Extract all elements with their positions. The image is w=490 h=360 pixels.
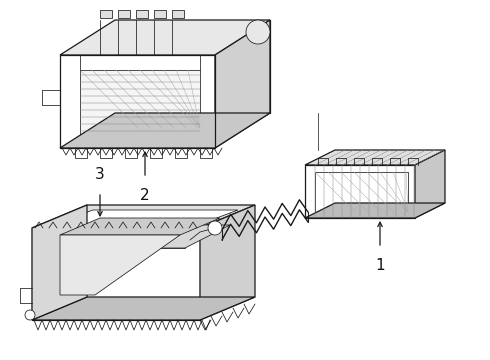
Circle shape	[25, 310, 35, 320]
Polygon shape	[60, 218, 220, 235]
Polygon shape	[154, 10, 166, 18]
Text: 2: 2	[140, 188, 150, 203]
Polygon shape	[200, 205, 255, 320]
Polygon shape	[305, 203, 445, 218]
Polygon shape	[32, 228, 200, 320]
Polygon shape	[55, 228, 185, 248]
Polygon shape	[305, 165, 415, 218]
Polygon shape	[118, 10, 130, 18]
Text: 3: 3	[95, 167, 105, 182]
Polygon shape	[305, 150, 445, 165]
Polygon shape	[215, 20, 270, 148]
Polygon shape	[315, 172, 408, 212]
Polygon shape	[100, 10, 112, 18]
Polygon shape	[60, 55, 215, 148]
Polygon shape	[136, 10, 148, 18]
Polygon shape	[60, 235, 180, 295]
Polygon shape	[45, 210, 238, 228]
Circle shape	[208, 221, 222, 235]
Polygon shape	[45, 228, 55, 310]
Polygon shape	[32, 297, 255, 320]
Polygon shape	[55, 225, 230, 248]
Circle shape	[246, 20, 270, 44]
Polygon shape	[32, 205, 87, 320]
Polygon shape	[32, 205, 255, 228]
Text: 1: 1	[375, 258, 385, 273]
Polygon shape	[172, 10, 184, 18]
Polygon shape	[415, 150, 445, 218]
Polygon shape	[60, 20, 270, 55]
Polygon shape	[60, 113, 270, 148]
Polygon shape	[80, 70, 200, 138]
